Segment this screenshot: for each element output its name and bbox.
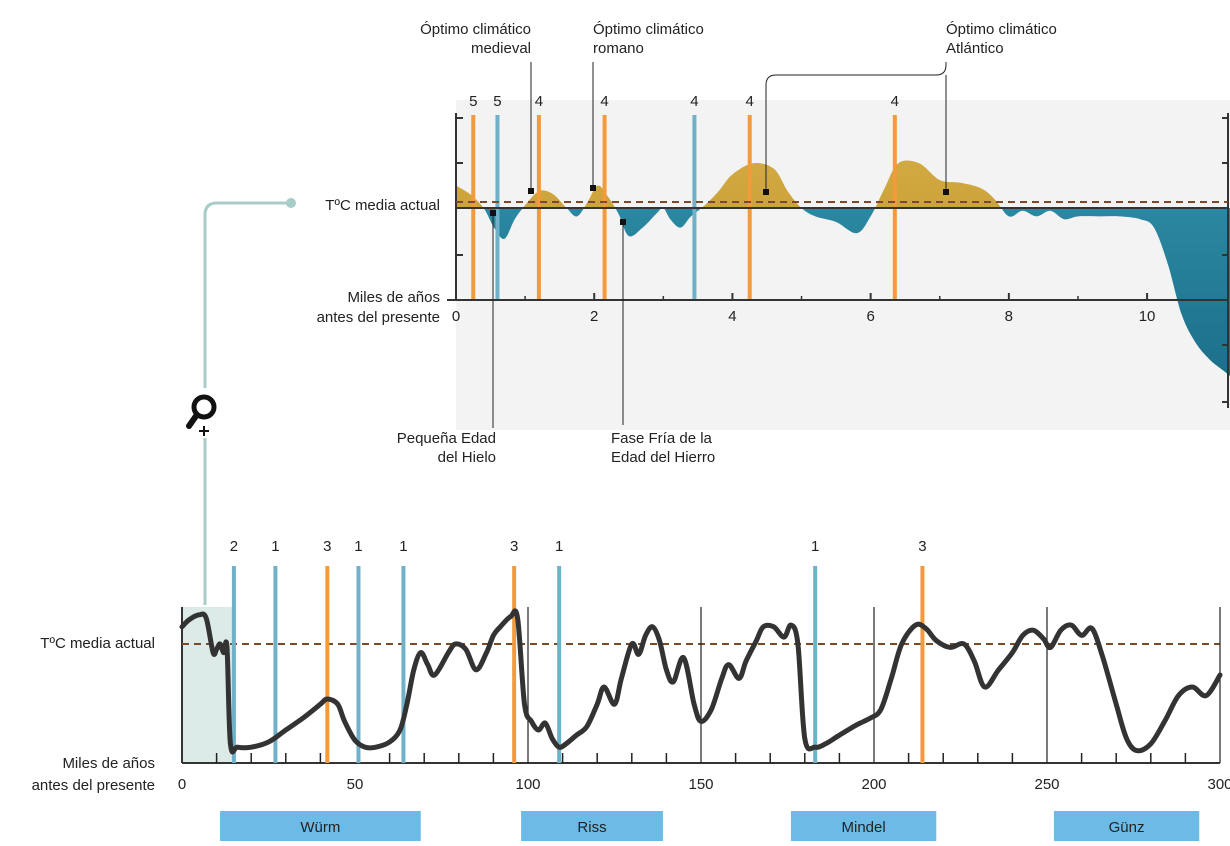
bottom-reference-label: TºC media actual <box>40 635 155 652</box>
connector-line <box>203 201 290 605</box>
bottom-x-tick-label-2: 100 <box>515 776 540 793</box>
top-x-tick-label-0: 0 <box>452 308 460 325</box>
bottom-event-label-0: 2 <box>230 538 238 555</box>
top-y-ticks <box>456 117 1228 403</box>
bottom-xlabel-line2: antes del presente <box>32 777 155 794</box>
annotation-fria-line1: Fase Fría de la <box>611 430 713 447</box>
warm-anomaly-area <box>456 160 1230 208</box>
bottom-x-tick-label-5: 250 <box>1034 776 1059 793</box>
glaciation-bar-3 <box>1053 811 1200 841</box>
annotation-romano-line1: Óptimo climático <box>593 21 704 38</box>
annotation-romano: Óptimo climático romano <box>590 21 704 191</box>
annotation-medieval: Óptimo climático medieval <box>420 21 534 194</box>
top-xlabel-line2: antes del presente <box>317 309 440 326</box>
annotation-pequena-line1: Pequeña Edad <box>397 430 496 447</box>
bottom-event-label-3: 1 <box>354 538 362 555</box>
bottom-x-tick-label-3: 150 <box>688 776 713 793</box>
magnify-plus-icon <box>186 394 217 436</box>
bottom-event-label-4: 1 <box>399 538 407 555</box>
top-xlabel-line1: Miles de años <box>347 289 440 306</box>
glaciation-bar-1 <box>521 811 663 841</box>
top-chart-background <box>456 100 1230 430</box>
annotation-fria-line2: Edad del Hierro <box>611 449 715 466</box>
glaciation-bars: Würm Riss Mindel Günz <box>220 811 1200 841</box>
top-event-label-6: 4 <box>891 93 899 110</box>
top-event-label-3: 4 <box>600 93 608 110</box>
annotation-pequena-line2: del Hielo <box>438 449 496 466</box>
bottom-event-label-7: 1 <box>811 538 819 555</box>
top-reference-label: TºC media actual <box>325 197 440 214</box>
bottom-event-lines: 2 1 3 1 1 3 1 1 3 <box>230 538 927 763</box>
top-x-ticks: 0 2 4 6 8 10 <box>452 293 1156 325</box>
top-event-label-4: 4 <box>690 93 698 110</box>
top-temperature-area <box>456 160 1230 376</box>
bottom-x-tick-label-6: 300 <box>1207 776 1230 793</box>
top-plot-area <box>456 100 1230 430</box>
top-event-label-1: 5 <box>493 93 501 110</box>
annotation-atlantico: Óptimo climático Atlántico <box>763 21 1057 195</box>
glaciation-label-3: Günz <box>1109 819 1145 836</box>
top-x-tick-label-5: 10 <box>1139 308 1156 325</box>
bottom-event-label-5: 3 <box>510 538 518 555</box>
glaciation-label-2: Mindel <box>842 819 886 836</box>
annotation-pequena: Pequeña Edad del Hielo <box>397 210 496 466</box>
glaciation-label-1: Riss <box>577 819 606 836</box>
bottom-grid-lines <box>527 607 1221 763</box>
annotation-romano-line2: romano <box>593 40 644 57</box>
annotation-atlantico-line2: Atlántico <box>946 40 1004 57</box>
bottom-event-label-1: 1 <box>271 538 279 555</box>
top-x-tick-label-2: 4 <box>728 308 736 325</box>
annotation-fria: Fase Fría de la Edad del Hierro <box>611 219 715 466</box>
top-event-label-5: 4 <box>746 93 754 110</box>
bottom-x-tick-label-1: 50 <box>347 776 364 793</box>
glaciation-bar-2 <box>790 811 937 841</box>
top-event-label-0: 5 <box>469 93 477 110</box>
cold-anomaly-area <box>456 208 1230 376</box>
glaciation-label-0: Würm <box>300 819 340 836</box>
top-x-tick-label-3: 6 <box>866 308 874 325</box>
annotation-medieval-line2: medieval <box>471 40 531 57</box>
annotation-atlantico-line1: Óptimo climático <box>946 21 1057 38</box>
top-x-tick-label-1: 2 <box>590 308 598 325</box>
bottom-event-label-6: 1 <box>555 538 563 555</box>
bottom-event-label-8: 3 <box>918 538 926 555</box>
bottom-x-ticks: 0 50 100 150 200 250 300 <box>178 753 1230 793</box>
glaciation-bar-0 <box>220 811 421 841</box>
bottom-x-tick-label-4: 200 <box>861 776 886 793</box>
bottom-temperature-curve <box>179 608 1223 755</box>
bottom-x-tick-label-0: 0 <box>178 776 186 793</box>
zoom-connector <box>186 198 296 605</box>
bottom-xlabel-line1: Miles de años <box>62 755 155 772</box>
annotation-medieval-line1: Óptimo climático <box>420 21 531 38</box>
bottom-event-label-2: 3 <box>323 538 331 555</box>
top-x-tick-label-4: 8 <box>1005 308 1013 325</box>
top-event-label-2: 4 <box>535 93 543 110</box>
connector-dot <box>286 198 296 208</box>
